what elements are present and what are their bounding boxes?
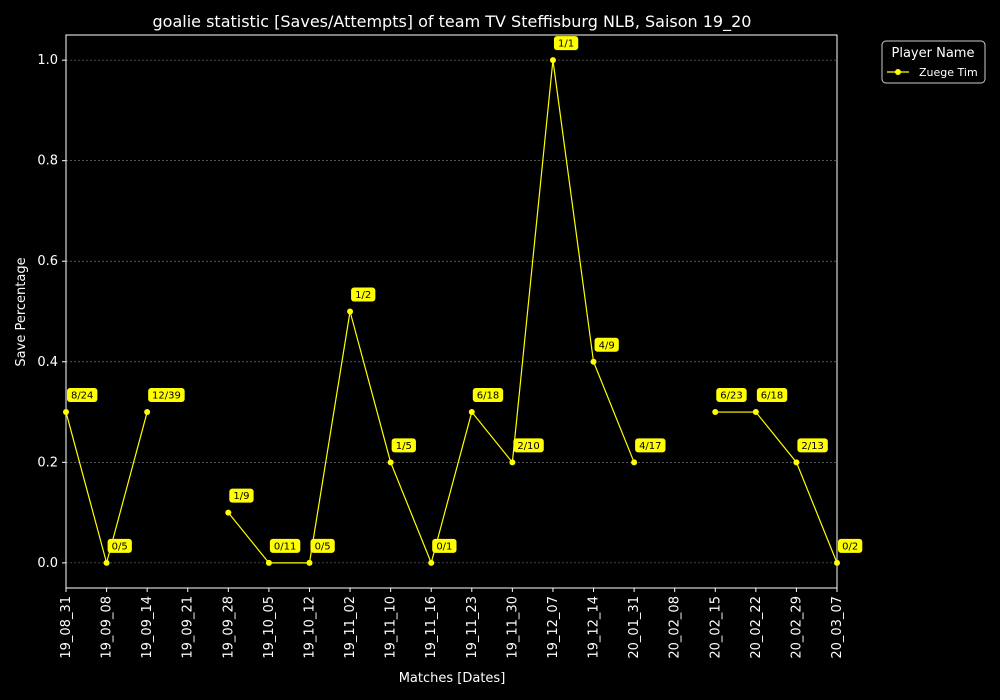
data-label-box: [594, 337, 619, 352]
data-label: 1/1: [558, 39, 574, 50]
data-point: [752, 409, 759, 416]
data-point: [144, 409, 151, 416]
y-tick-label: 1.0: [37, 53, 58, 68]
data-label-box: [67, 388, 98, 403]
x-tick-label: 19_08_31: [59, 596, 74, 659]
y-tick-label: 0.0: [37, 556, 58, 571]
data-point: [225, 509, 232, 516]
chart-title: goalie statistic [Saves/Attempts] of tea…: [153, 12, 752, 32]
x-axis-title: Matches [Dates]: [399, 671, 506, 686]
data-point: [590, 358, 597, 365]
data-label: 0/2: [842, 541, 858, 552]
data-label-box: [148, 388, 185, 403]
data-label: 6/23: [720, 391, 742, 402]
x-tick-label: 19_09_21: [181, 596, 196, 659]
data-label-box: [432, 538, 457, 553]
x-tick-label: 20_02_22: [749, 596, 764, 659]
series-line: [227, 60, 635, 565]
x-tick-label: 19_12_14: [587, 596, 602, 659]
x-tick-label: 19_09_28: [221, 596, 236, 659]
x-tick-label: 19_11_10: [384, 596, 399, 659]
data-point: [103, 559, 110, 566]
data-point: [793, 459, 800, 466]
data-label-box: [351, 287, 376, 302]
data-point: [509, 459, 516, 466]
data-label: 8/24: [71, 391, 93, 402]
data-point: [428, 559, 435, 566]
series-line: [65, 411, 148, 566]
x-tick-label: 19_11_16: [424, 596, 439, 659]
data-label-box: [553, 36, 579, 51]
data-label: 2/10: [517, 441, 539, 452]
axes-frame: [65, 34, 838, 589]
data-point: [387, 459, 394, 466]
data-point: [265, 559, 272, 566]
data-label-box: [716, 388, 747, 403]
x-tick-label: 19_10_05: [262, 596, 277, 659]
data-label-box: [797, 438, 828, 453]
y-tick-label: 0.4: [37, 355, 58, 370]
data-label: 0/11: [274, 541, 296, 552]
y-tick-label: 0.6: [37, 254, 58, 269]
data-label-box: [756, 388, 788, 403]
x-tick-label: 19_10_12: [302, 596, 317, 659]
data-label: 6/18: [477, 391, 499, 402]
data-label-box: [310, 538, 335, 553]
data-label: 6/18: [761, 391, 783, 402]
y-axis-title: Save Percentage: [14, 257, 29, 366]
data-label: 1/5: [396, 441, 412, 452]
data-point: [468, 409, 475, 416]
data-label: 12/39: [152, 391, 181, 402]
y-tick-label: 0.8: [37, 154, 58, 169]
data-label-box: [838, 538, 863, 553]
data-point: [63, 409, 69, 416]
data-label: 0/5: [315, 541, 331, 552]
data-label-box: [107, 538, 132, 553]
x-tick-label: 20_01_31: [627, 596, 642, 659]
data-label: 4/9: [599, 340, 615, 351]
x-tick-label: 20_02_08: [668, 596, 683, 659]
data-label-box: [513, 438, 544, 453]
x-tick-label: 19_09_08: [100, 596, 115, 659]
legend-entry-zuege-tim: Zuege Tim: [919, 66, 978, 79]
series-line: [715, 411, 838, 564]
data-label: 1/2: [355, 290, 371, 301]
x-tick-label: 19_09_14: [140, 596, 155, 659]
data-label-box: [472, 388, 504, 403]
x-tick-label: 20_03_07: [830, 596, 845, 659]
data-label: 1/9: [233, 491, 249, 502]
y-tick-label: 0.2: [37, 455, 58, 470]
x-tick-label: 19_12_07: [546, 596, 561, 659]
data-point: [306, 559, 313, 566]
legend: Player Name Zuege Tim: [881, 40, 986, 84]
data-point: [834, 559, 840, 566]
data-label: 0/5: [112, 541, 128, 552]
data-label: 4/17: [639, 441, 661, 452]
data-label-box: [391, 438, 416, 453]
x-tick-label: 19_11_23: [465, 596, 480, 659]
data-label-box: [635, 438, 666, 453]
data-label-box: [229, 488, 254, 503]
x-tick-label: 19_11_30: [505, 596, 520, 659]
data-label: 0/1: [436, 541, 452, 552]
data-label: 2/13: [801, 441, 823, 452]
plot-area: 0.0 0.2 0.4 0.6 0.8 1.0 19_08_31 19_09_08 19_09_…: [37, 34, 863, 659]
x-tick-label: 20_02_15: [708, 596, 723, 659]
data-point: [347, 308, 354, 315]
data-point: [631, 459, 638, 466]
legend-point-marker: [895, 69, 901, 75]
x-tick-label: 19_11_02: [343, 596, 358, 659]
data-point: [549, 57, 556, 64]
data-label-box: [269, 538, 301, 553]
x-tick-label: 20_02_29: [789, 596, 804, 659]
legend-title: Player Name: [892, 46, 975, 61]
data-point: [712, 409, 719, 416]
